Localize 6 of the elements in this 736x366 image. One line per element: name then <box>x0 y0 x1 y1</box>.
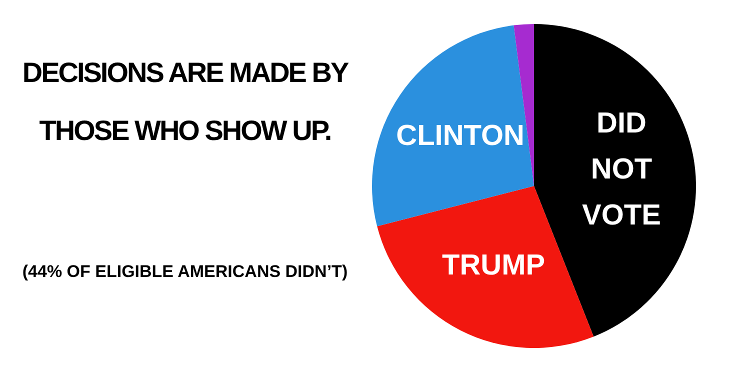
slice-label: TRUMP <box>442 249 546 282</box>
slice-label: DID NOT VOTE <box>582 107 662 232</box>
text: DECISIONS ARE MADE BY THOSE WHO SHOW UP. <box>21 56 350 148</box>
text: (44% OF ELIGIBLE AMERICANS DIDN’T) <box>21 262 349 282</box>
slice-label: CLINTON <box>396 120 524 152</box>
pie-slice <box>372 25 534 226</box>
